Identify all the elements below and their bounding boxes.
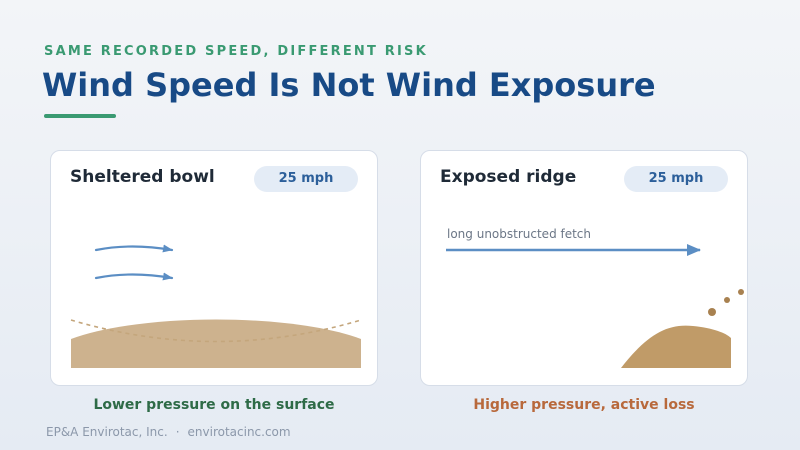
exposed-ridge-card: Exposed ridge 25 mph long unobstructed f… <box>420 150 748 386</box>
footer-website[interactable]: envirotacinc.com <box>187 425 291 439</box>
fetch-annotation: long unobstructed fetch <box>447 227 592 241</box>
ridge-dune <box>621 325 731 368</box>
page-title: Wind Speed Is Not Wind Exposure <box>42 66 656 104</box>
caption-exposed: Higher pressure, active loss <box>473 397 695 413</box>
speed-badge-exposed: 25 mph <box>624 166 728 192</box>
sheltered-bowl-card: Sheltered bowl 25 mph <box>50 150 378 386</box>
footer: EP&A Envirotac, Inc. · envirotacinc.com <box>46 425 291 439</box>
sheltered-bowl-illustration <box>70 244 362 368</box>
bowl-contour-dashed <box>70 319 362 343</box>
eyebrow-label: SAME RECORDED SPEED, DIFFERENT RISK <box>44 44 428 59</box>
exposed-ridge-illustration <box>446 244 744 368</box>
wind-arrow-upper <box>94 244 174 253</box>
sand-particle-large <box>708 308 716 316</box>
title-underline <box>44 114 116 118</box>
footer-separator: · <box>175 425 180 439</box>
speed-badge-sheltered: 25 mph <box>254 166 358 192</box>
card-title-sheltered: Sheltered bowl <box>70 167 215 187</box>
footer-company: EP&A Envirotac, Inc. <box>46 425 168 439</box>
sand-mound <box>71 319 361 368</box>
caption-sheltered: Lower pressure on the surface <box>93 397 335 413</box>
wind-arrow-lower <box>94 272 174 281</box>
card-title-exposed: Exposed ridge <box>440 167 577 187</box>
sand-particle-medium <box>724 297 730 303</box>
sand-particle-small <box>738 289 744 295</box>
